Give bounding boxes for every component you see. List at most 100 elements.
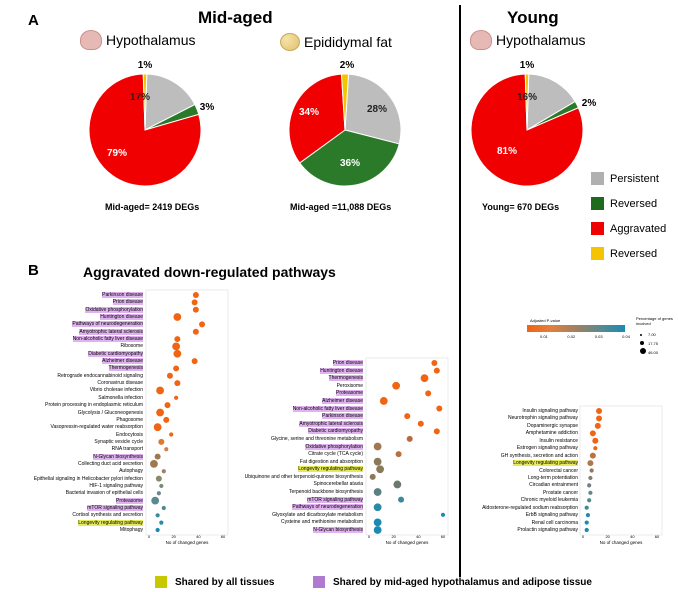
- pathway-label: Peroxisome: [336, 382, 363, 389]
- pathway-label: Pathways of neurodegeneration: [72, 321, 143, 328]
- mid-aged-title: Mid-aged: [198, 8, 273, 27]
- pathway-label: Bacterial invasion of epithelial cells: [65, 490, 143, 497]
- plot-frame: [145, 289, 229, 536]
- dot-marker: [163, 416, 170, 423]
- dot-marker: [173, 365, 180, 372]
- size-legend: 7.00 17.75 46.00: [640, 330, 658, 357]
- x-tick-label: 20: [171, 534, 176, 539]
- pathway-label: Ribosome: [120, 343, 143, 350]
- x-tick-label: 60: [441, 534, 446, 539]
- footer-label: Shared by all tissues: [175, 576, 275, 588]
- pie-slice-label: 28%: [367, 104, 387, 115]
- x-tick-label: 0: [582, 534, 585, 539]
- pathway-label: Mitophagy: [119, 527, 143, 533]
- pie-slice-label: 36%: [340, 158, 360, 169]
- pathway-label: Cortisol synthesis and secretion: [72, 512, 143, 519]
- column-divider: [459, 5, 461, 577]
- dot-marker: [159, 520, 164, 525]
- colorbar-title: Adjusted P-value: [530, 318, 561, 323]
- dot-marker: [592, 437, 599, 444]
- size-legend-label: 17.75: [648, 341, 659, 346]
- footer-swatch: [313, 576, 325, 588]
- pie-slice: [340, 73, 350, 131]
- x-axis-label: No of changed genes: [386, 540, 430, 545]
- legend-label: Aggravated: [610, 222, 667, 235]
- x-tick-label: 20: [605, 534, 610, 539]
- pathway-label: Huntington disease: [320, 367, 363, 374]
- x-axis-label: No of changed genes: [600, 540, 644, 545]
- colorbar: [527, 325, 625, 332]
- pathway-label: Vasopressin-regulated water reabsorption: [50, 424, 143, 431]
- dot-marker: [584, 505, 589, 510]
- pie-slice-label: 1%: [138, 60, 153, 71]
- dot-marker: [166, 372, 173, 379]
- pathway-label: Longevity regulating pathway: [298, 466, 363, 473]
- brain-icon: [470, 30, 492, 50]
- dot-marker: [164, 447, 169, 452]
- dot-marker: [156, 491, 161, 496]
- x-tick-label: 40: [630, 534, 635, 539]
- dot-marker: [199, 321, 206, 328]
- pathway-label: Proteasome: [336, 390, 363, 397]
- legend-label: Reversed: [610, 247, 658, 260]
- dot-marker: [156, 386, 165, 395]
- pathway-label: Citrate cycle (TCA cycle): [308, 451, 363, 458]
- tissue-label: Hypothalamus: [496, 32, 586, 48]
- dot-marker: [585, 513, 591, 518]
- size-legend-label: 46.00: [648, 350, 659, 355]
- x-tick-label: 0: [148, 534, 151, 539]
- pie-caption-1: Mid-aged= 2419 DEGs: [105, 202, 200, 212]
- pathway-label: Alzheimer disease: [102, 358, 143, 365]
- dot-marker: [161, 469, 166, 474]
- pie-slice-label: 81%: [497, 146, 517, 157]
- pathway-label: ErbB signaling pathway: [525, 512, 578, 519]
- x-axis-label: No of changed genes: [166, 540, 210, 545]
- dot-marker: [404, 413, 411, 420]
- pie-slice: [526, 73, 576, 131]
- pathway-label: Proteasome: [116, 497, 143, 504]
- dot-marker: [153, 423, 162, 432]
- pathway-label: Terpenoid backbone biosynthesis: [289, 489, 363, 496]
- pathway-label: Phagosome: [116, 416, 143, 423]
- dot-marker: [191, 358, 198, 365]
- dot-marker: [376, 465, 384, 474]
- dot-marker: [589, 430, 596, 437]
- pie-slice-label: 34%: [299, 107, 319, 118]
- dot-marker: [154, 453, 161, 460]
- pathway-label: Salmonella infection: [98, 394, 143, 401]
- legend-item: Aggravated: [591, 216, 666, 241]
- pathway-label: Non-alcoholic fatty liver disease: [72, 336, 143, 343]
- dot-marker: [587, 483, 592, 488]
- pathway-label: Endocytosis: [116, 431, 143, 438]
- pathway-label: Long-term potentiation: [527, 474, 578, 481]
- fat-icon: [280, 33, 300, 51]
- dot-marker: [169, 432, 174, 437]
- dot-marker: [587, 498, 592, 503]
- pie-charts: 17% 3% 79% 1% 28% 36% 34% 2% 16% 2% 81% 1%: [88, 60, 597, 187]
- dot-marker: [161, 505, 166, 511]
- dot-marker: [174, 336, 181, 343]
- pie-slice-label: 2%: [582, 98, 597, 109]
- dot-marker: [425, 390, 432, 397]
- dot-marker: [417, 420, 424, 427]
- pathway-label: Neurotrophin signaling pathway: [507, 415, 578, 422]
- dot-marker: [158, 438, 165, 445]
- pathway-label: Vibrio cholerae infection: [89, 387, 143, 394]
- dot-marker: [393, 480, 402, 489]
- dot-marker: [156, 408, 165, 417]
- pathway-label: Amyotrophic lateral sclerosis: [79, 328, 143, 335]
- pie-slice-label: 3%: [200, 102, 215, 113]
- pathway-label: Insulin signaling pathway: [522, 408, 578, 414]
- pathway-label: Autophagy: [119, 468, 143, 475]
- pathway-label: Prostate cancer: [542, 489, 578, 496]
- dot-marker: [373, 526, 382, 534]
- pathway-label: Prion disease: [112, 299, 143, 306]
- dot-marker: [436, 405, 443, 412]
- dot-marker: [440, 512, 446, 517]
- pathway-label: Amyotrophic lateral sclerosis: [299, 420, 363, 427]
- dot-marker: [431, 360, 438, 366]
- pathway-label: Retrograde endocannabinoid signaling: [57, 372, 143, 379]
- pathway-label: Prolactin signaling pathway: [517, 527, 578, 533]
- dot-marker: [596, 408, 603, 414]
